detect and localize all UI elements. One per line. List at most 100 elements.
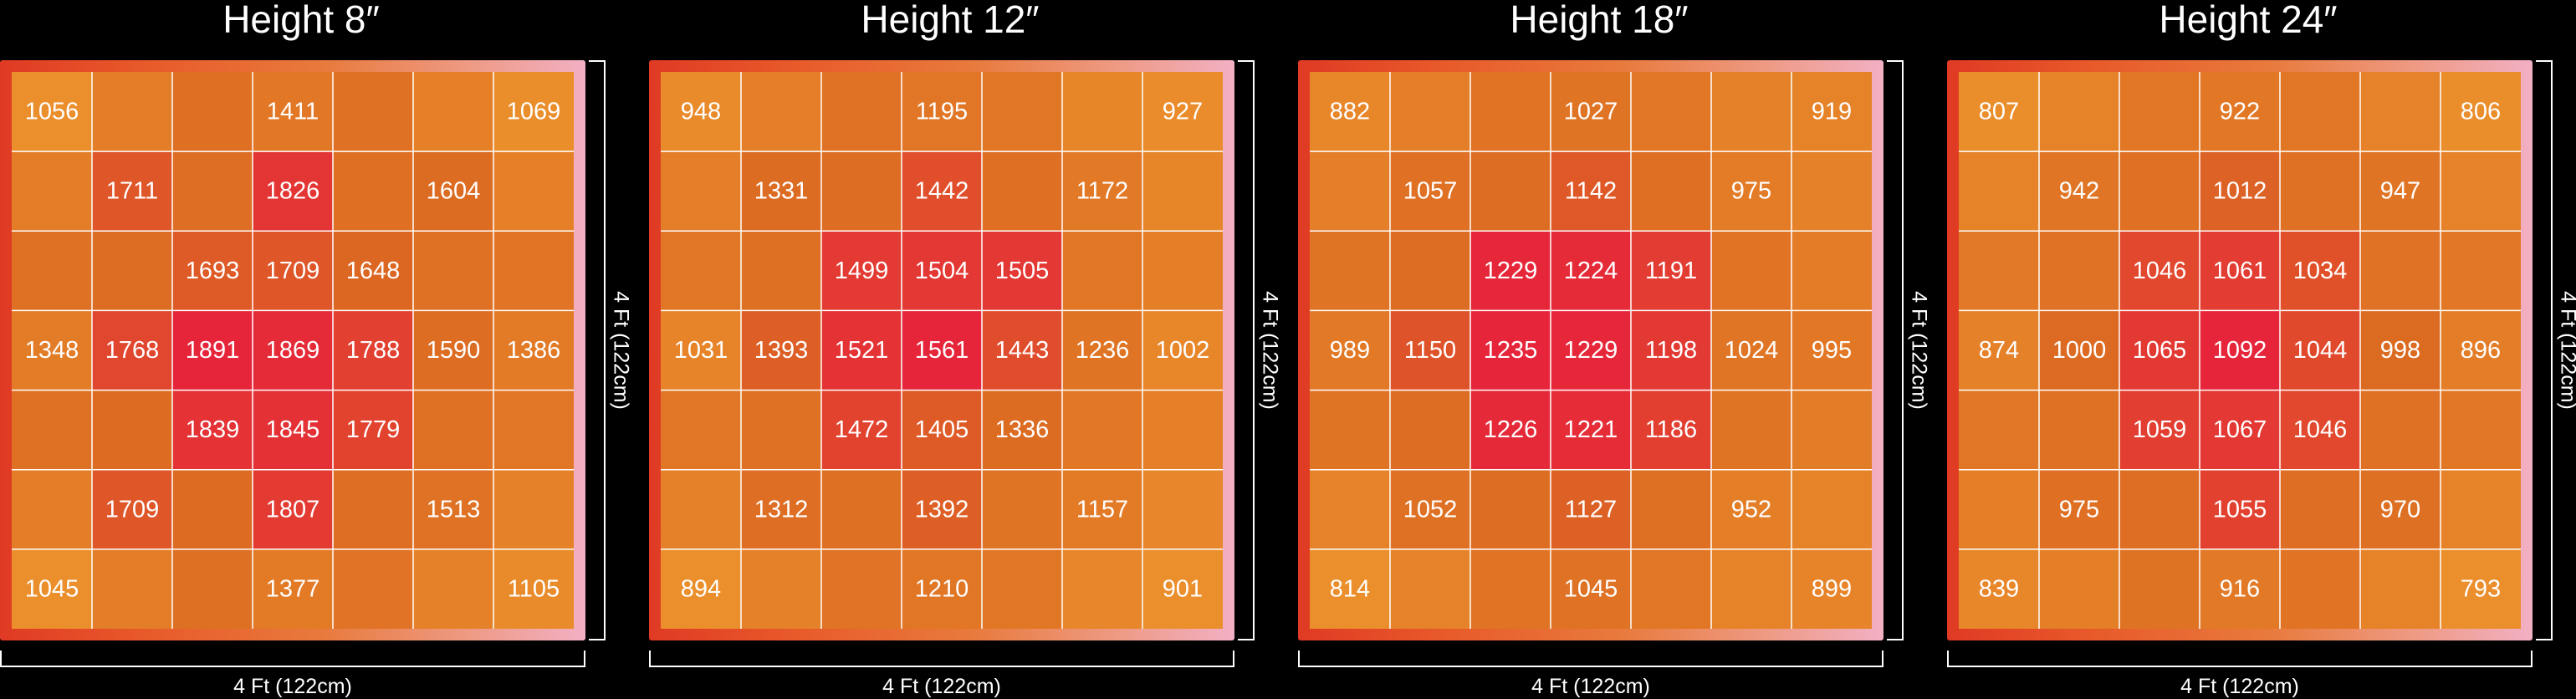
heatmap-cell xyxy=(12,151,92,232)
heatmap-cell xyxy=(253,231,333,311)
heatmap-cell xyxy=(413,231,493,311)
cell-value-label: 942 xyxy=(2059,178,2099,205)
heatmap-cell xyxy=(2360,151,2441,232)
heatmap-cell xyxy=(1470,72,1551,152)
cell-value-label: 1869 xyxy=(266,337,320,364)
heatmap-cell xyxy=(253,548,333,629)
cell-value-label: 1224 xyxy=(1564,258,1618,284)
heatmap-cell xyxy=(333,151,413,232)
heatmap-cell xyxy=(172,310,253,390)
heatmap-cell xyxy=(1390,548,1470,629)
heatmap-cell xyxy=(172,231,253,311)
heatmap-cell xyxy=(2360,469,2441,549)
cell-value-label: 1505 xyxy=(995,258,1050,284)
cell-value-label: 919 xyxy=(1812,99,1852,125)
heatmap-cell xyxy=(1390,151,1470,232)
cell-value-label: 1045 xyxy=(1564,575,1618,602)
y-axis-label: 4 Ft (122cm) xyxy=(1907,291,1931,410)
heatmap-cell xyxy=(1062,151,1142,232)
x-axis-label: 4 Ft (122cm) xyxy=(2180,675,2299,698)
heatmap-cell xyxy=(982,231,1062,311)
heatmap-grid: 1056 1411 1069 1711 1826 1604 1693 1709 1648 1348… xyxy=(12,72,574,629)
heatmap-cell xyxy=(982,390,1062,470)
heatmap-cell xyxy=(92,548,172,629)
cell-value-label: 1604 xyxy=(427,178,481,205)
heatmap-cell xyxy=(821,231,902,311)
heatmap-cell xyxy=(1631,469,1711,549)
cell-value-label: 1521 xyxy=(835,337,889,364)
heatmap-cell xyxy=(333,231,413,311)
heatmap-cell xyxy=(1310,151,1390,232)
heatmap-cell xyxy=(1959,548,2039,629)
cell-value-label: 1768 xyxy=(105,337,160,364)
heatmap-cell xyxy=(1470,548,1551,629)
heatmap-cell xyxy=(12,548,92,629)
cell-value-label: 1336 xyxy=(995,416,1050,443)
heatmap-cell xyxy=(1142,151,1223,232)
heatmap-cell xyxy=(333,390,413,470)
heatmap-cell xyxy=(1142,469,1223,549)
heatmap-cell xyxy=(1959,390,2039,470)
heatmap-panel-3: Height 24″ 807 922 806 942 1012 947 1046 1061 10… xyxy=(1947,0,2576,699)
cell-value-label: 1031 xyxy=(674,337,728,364)
heatmap-cell xyxy=(172,151,253,232)
cell-value-label: 1443 xyxy=(995,337,1050,364)
heatmap-cell xyxy=(902,390,982,470)
cell-value-label: 1127 xyxy=(1565,496,1617,523)
chart-title: Height 18″ xyxy=(1510,0,1689,41)
heatmap-cell xyxy=(413,548,493,629)
heatmap-frame: 807 922 806 942 1012 947 1046 1061 1034 874 1000 10… xyxy=(1947,60,2533,640)
heatmap-cell xyxy=(741,548,821,629)
cell-value-label: 1826 xyxy=(266,178,320,205)
cell-value-label: 1472 xyxy=(835,416,889,443)
cell-value-label: 1059 xyxy=(2133,416,2187,443)
heatmap-cell xyxy=(2119,548,2200,629)
cell-value-label: 1348 xyxy=(25,337,79,364)
heatmap-cell xyxy=(902,72,982,152)
heatmap-cell xyxy=(2280,390,2360,470)
heatmap-cell xyxy=(1062,231,1142,311)
cell-value-label: 1065 xyxy=(2133,337,2187,364)
heatmap-cell xyxy=(333,310,413,390)
heatmap-cell xyxy=(493,231,574,311)
heatmap-cell xyxy=(1142,310,1223,390)
heatmap-cell xyxy=(253,310,333,390)
heatmap-cell xyxy=(493,548,574,629)
x-dimension-bracket xyxy=(0,651,585,667)
cell-value-label: 1012 xyxy=(2213,178,2267,205)
heatmap-cell xyxy=(2039,548,2119,629)
heatmap-cell xyxy=(1470,231,1551,311)
heatmap-cell xyxy=(1959,231,2039,311)
heatmap-cell xyxy=(1959,310,2039,390)
heatmap-cell xyxy=(1631,231,1711,311)
heatmap-cell xyxy=(982,72,1062,152)
cell-value-label: 1386 xyxy=(507,337,561,364)
cell-value-label: 1499 xyxy=(835,258,889,284)
heatmap-panel-2: Height 18″ 882 1027 919 1057 1142 975 1229 1224… xyxy=(1298,0,1931,699)
heatmap-cell xyxy=(1959,151,2039,232)
cell-value-label: 1648 xyxy=(346,258,401,284)
cell-value-label: 894 xyxy=(681,575,721,602)
heatmap-cell xyxy=(902,469,982,549)
cell-value-label: 1513 xyxy=(427,496,481,523)
cell-value-label: 1186 xyxy=(1645,416,1697,443)
chart-title: Height 24″ xyxy=(2159,0,2338,41)
heatmap-svg: 882 1027 919 1057 1142 975 1229 1224 1191 989 1150… xyxy=(1310,72,1872,629)
cell-value-label: 1312 xyxy=(754,496,809,523)
cell-value-label: 1067 xyxy=(2213,416,2267,443)
cell-value-label: 896 xyxy=(2461,337,2501,364)
cell-value-label: 1024 xyxy=(1725,337,1779,364)
heatmap-cell xyxy=(92,72,172,152)
heatmap-cell xyxy=(661,151,741,232)
heatmap-cell xyxy=(902,310,982,390)
x-axis-label: 4 Ft (122cm) xyxy=(882,675,1001,698)
heatmap-cell xyxy=(1551,469,1631,549)
heatmap-cell xyxy=(413,72,493,152)
heatmap-cell xyxy=(413,310,493,390)
heatmap-cell xyxy=(1390,390,1470,470)
cell-value-label: 1561 xyxy=(915,337,969,364)
cell-value-label: 1788 xyxy=(346,337,401,364)
heatmap-cell xyxy=(493,151,574,232)
heatmap-cell xyxy=(1711,390,1791,470)
heatmap-cell xyxy=(2119,469,2200,549)
